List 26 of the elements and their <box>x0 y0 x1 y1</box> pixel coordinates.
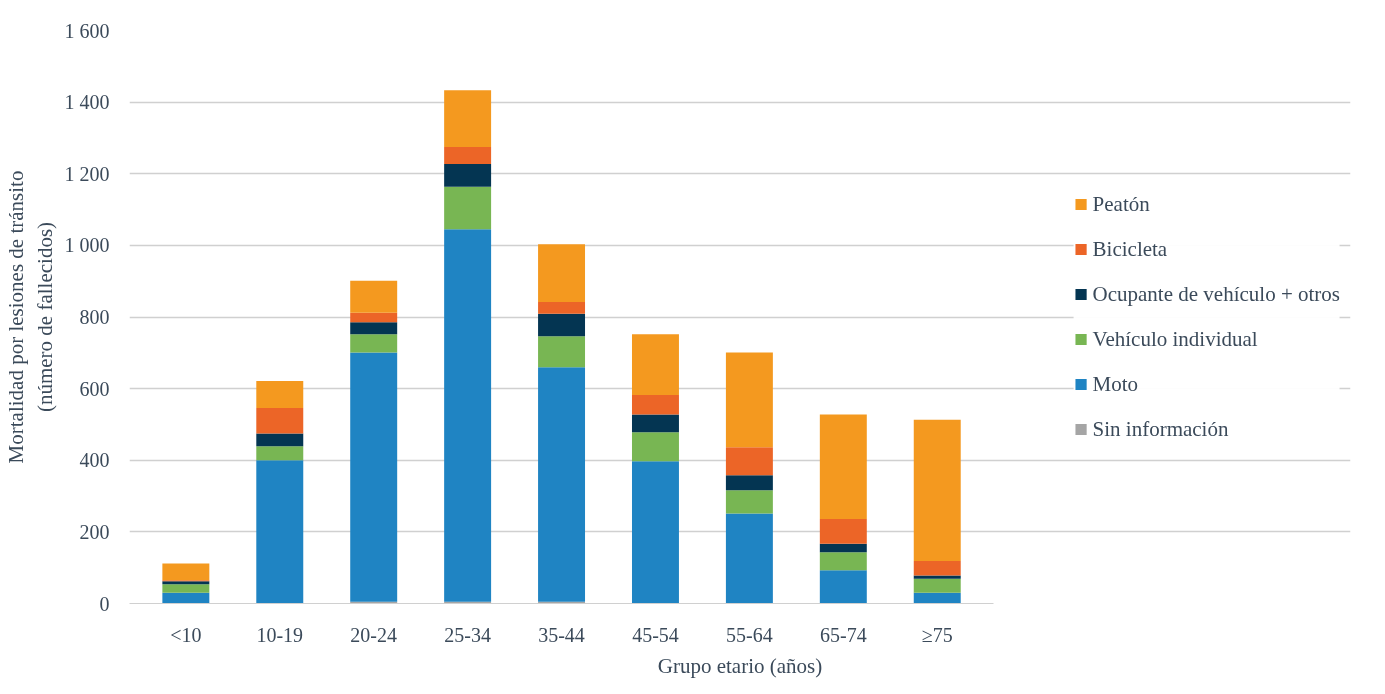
x-tick-label: 35-44 <box>538 623 585 646</box>
legend-label: Bicicleta <box>1092 236 1168 262</box>
x-tick-label: 10-19 <box>256 623 304 646</box>
x-tick-label: 55-64 <box>726 623 773 646</box>
y-tick-label: 0 <box>99 592 110 615</box>
legend-label: Ocupante de vehículo + otros <box>1092 281 1340 307</box>
x-tick-label: 25-34 <box>444 623 491 646</box>
x-tick-label: <10 <box>170 623 202 646</box>
x-tick-label: 20-24 <box>350 623 398 646</box>
y-tick-label: 1 400 <box>64 91 110 114</box>
x-axis-title: Grupo etario (años) <box>657 653 823 678</box>
y-axis-title: Mortalidad por lesiones de tránsito (número de fallecidos) <box>3 170 57 464</box>
y-tick-label: 1 200 <box>64 162 110 185</box>
y-tick-label: 200 <box>79 520 110 543</box>
x-tick-label: ≥75 <box>921 623 953 646</box>
y-tick-label: 400 <box>79 449 110 472</box>
y-tick-label: 1 600 <box>64 19 110 42</box>
x-tick-label: 65-74 <box>819 623 867 646</box>
legend-label: Vehículo individual <box>1092 326 1258 352</box>
y-tick-label: 1 000 <box>64 234 110 257</box>
x-tick-label: 45-54 <box>632 623 679 646</box>
legend-label: Moto <box>1092 371 1139 397</box>
legend-label: Sin información <box>1092 416 1229 442</box>
y-tick-label: 600 <box>79 377 110 400</box>
legend-label: Peatón <box>1092 191 1150 217</box>
y-tick-label: 800 <box>79 306 110 328</box>
